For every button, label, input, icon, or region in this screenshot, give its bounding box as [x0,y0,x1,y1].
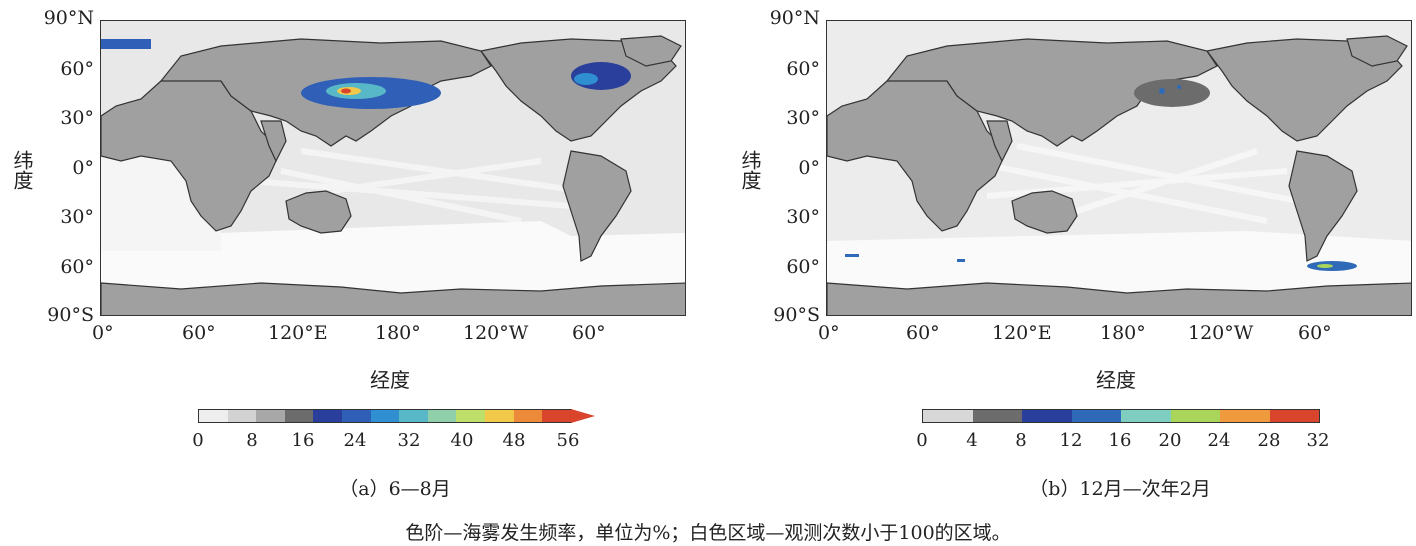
colorbar-segment [313,410,343,422]
colorbar-segment [427,410,457,422]
lat-label-a-90s: 90°S [47,304,94,326]
lon-label-b-180: 180° [1100,322,1146,344]
lat-label-a-60n: 60° [60,58,94,80]
lon-label-a-180: 180° [375,322,421,344]
lat-label-b-90s: 90°S [773,304,820,326]
cbar-a-tick-56: 56 [556,430,580,451]
colorbar-segment [370,410,400,422]
cbar-b-tick-4: 4 [966,430,978,451]
colorbar-segment [199,410,228,422]
cbar-b-tick-8: 8 [1015,430,1027,451]
colorbar-segment [342,410,371,422]
lon-label-b-120w: 120°W [1188,322,1254,344]
colorbar-segment [284,410,314,422]
cbar-a-tick-16: 16 [291,430,315,451]
world-map-a [101,21,685,315]
lon-label-b-120e: 120°E [992,322,1052,344]
colorbar-segment [456,410,486,422]
lat-label-a-0: 0° [72,157,94,179]
caption-a: （a）6—8月 [339,478,451,500]
lon-label-a-60: 60° [182,322,216,344]
caption-b: （b）12月—次年2月 [1029,478,1211,500]
cbar-a-tick-8: 8 [246,430,258,451]
colorbar-segment [1220,410,1270,422]
map-a [100,20,686,316]
map-b [826,20,1412,316]
colorbar-segment [1170,410,1220,422]
cbar-b-tick-24: 24 [1207,430,1231,451]
colorbar-segment [256,410,285,422]
lat-label-b-60s: 60° [786,256,820,278]
cbar-b-tick-16: 16 [1108,430,1132,451]
colorbar-segment [399,410,428,422]
colorbar-segment [542,410,571,422]
cbar-b-tick-32: 32 [1306,430,1330,451]
colorbar-a [198,409,572,423]
cbar-a-tick-48: 48 [502,430,526,451]
world-map-b [827,21,1411,315]
xlabel-a: 经度 [370,368,410,392]
lat-label-a-30n: 30° [60,107,94,129]
lat-label-a-30s: 30° [60,206,94,228]
figure-note: 色阶—海雾发生频率，单位为%；白色区域—观测次数小于100的区域。 [405,522,1011,544]
cbar-b-tick-28: 28 [1257,430,1281,451]
lon-label-b-60w: 60° [1298,322,1332,344]
cbar-b-tick-12: 12 [1059,430,1083,451]
colorbar-a-arrow [571,409,595,423]
cbar-b-tick-0: 0 [916,430,928,451]
lon-label-a-0: 0° [92,322,114,344]
ylabel-a: 纬度 [10,150,34,190]
lat-label-b-60n: 60° [786,58,820,80]
lat-label-b-30n: 30° [786,107,820,129]
colorbar-segment [485,410,514,422]
colorbar-segment [1022,410,1072,422]
lon-label-b-0: 0° [818,322,840,344]
colorbar-segment [1121,410,1171,422]
lon-label-a-60w: 60° [572,322,606,344]
colorbar-segment [227,410,257,422]
cbar-a-tick-32: 32 [397,430,421,451]
lat-label-b-0: 0° [798,157,820,179]
xlabel-b: 经度 [1096,368,1136,392]
cbar-a-tick-0: 0 [192,430,204,451]
colorbar-segment [972,410,1022,422]
colorbar-segment [923,410,973,422]
colorbar-b [922,409,1320,423]
cbar-a-tick-24: 24 [343,430,367,451]
cbar-a-tick-40: 40 [450,430,474,451]
lon-label-b-60: 60° [906,322,940,344]
colorbar-segment [513,410,543,422]
colorbar-segment [1071,410,1121,422]
ylabel-b: 纬度 [738,150,762,190]
lon-label-a-120w: 120°W [463,322,529,344]
lat-label-b-90n: 90°N [769,7,820,29]
lat-label-a-60s: 60° [60,256,94,278]
lon-label-a-120e: 120°E [268,322,328,344]
lat-label-b-30s: 30° [786,206,820,228]
cbar-b-tick-20: 20 [1158,430,1182,451]
colorbar-segment [1269,410,1319,422]
lat-label-a-90n: 90°N [43,7,94,29]
